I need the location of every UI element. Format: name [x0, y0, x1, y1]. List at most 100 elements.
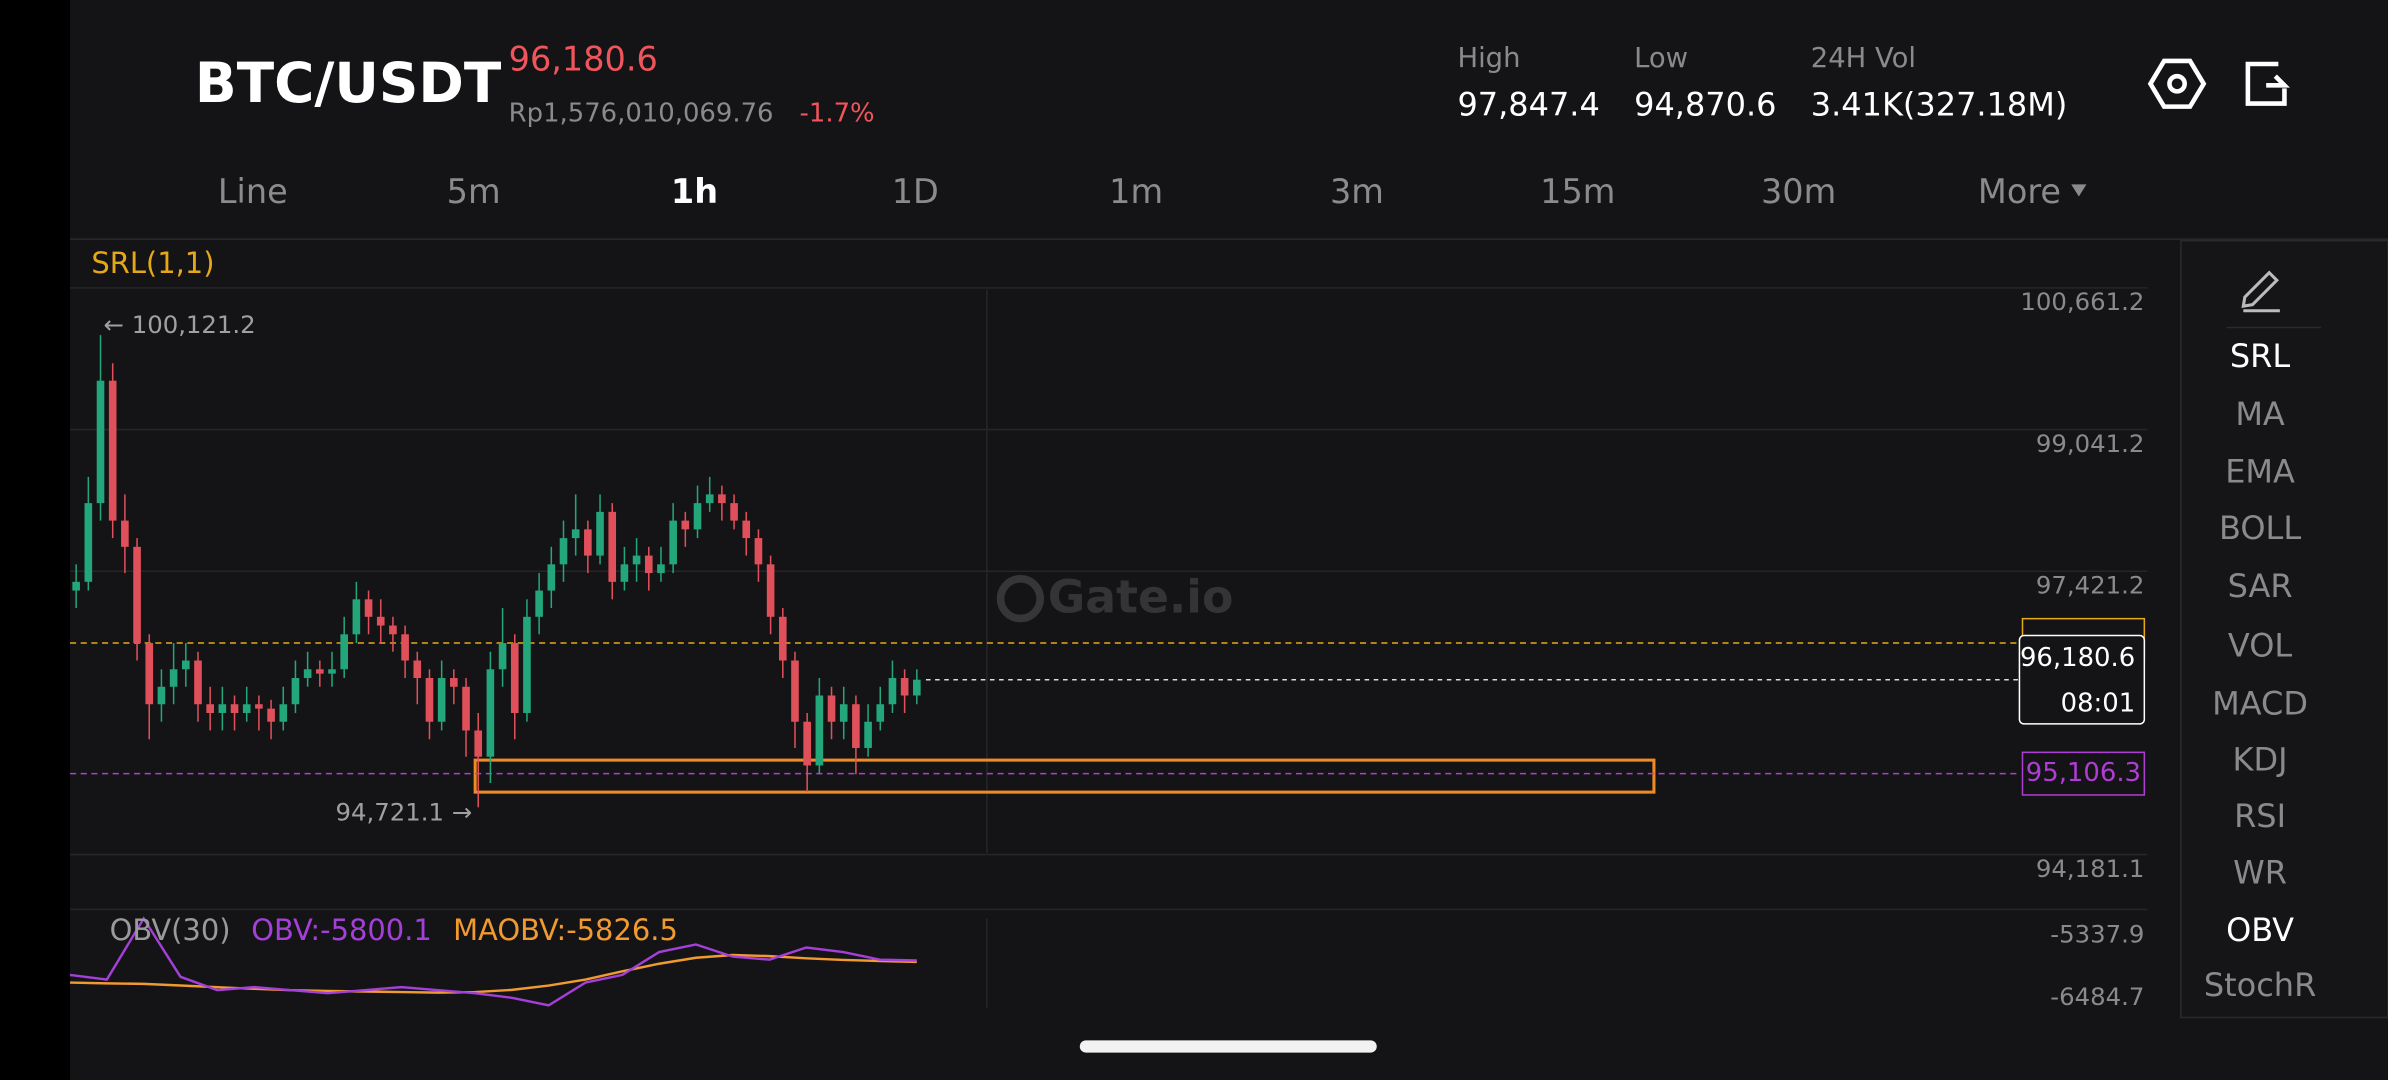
- candle-body: [169, 669, 178, 687]
- candle-body: [316, 669, 324, 674]
- change: -1.7%: [800, 99, 875, 129]
- candle-body: [584, 529, 592, 556]
- legend-entry: MAOBV:-5826.5: [453, 913, 678, 947]
- stat-value: 97,847.4: [1457, 86, 1599, 124]
- candle-body: [84, 503, 93, 582]
- candle-body: [364, 599, 373, 617]
- countdown: 08:01: [2061, 689, 2136, 719]
- timeframe-tab[interactable]: Line: [218, 172, 288, 211]
- candle-body: [413, 660, 422, 679]
- y-tick-label: -6484.7: [2050, 982, 2144, 1011]
- timeframe-tab[interactable]: 5m: [447, 172, 501, 211]
- candle-body: [535, 590, 543, 617]
- stat-value: 94,870.6: [1634, 86, 1776, 124]
- stat-value: 3.41K(327.18M): [1811, 86, 2068, 124]
- candle-body: [888, 678, 897, 705]
- candle-body: [425, 678, 434, 722]
- candle-body: [657, 564, 665, 574]
- current-price-box: [2018, 634, 2146, 725]
- timeframe-tab[interactable]: 15m: [1540, 172, 1615, 211]
- candle-body: [437, 678, 446, 722]
- candle-body: [778, 616, 787, 661]
- indicator-title: SRL(1,1): [91, 246, 214, 280]
- share-icon[interactable]: [2245, 61, 2290, 106]
- arrow: [2266, 74, 2290, 88]
- candle-body: [291, 678, 300, 705]
- candle-body: [145, 643, 154, 705]
- indicator-item[interactable]: StochR: [2204, 966, 2316, 1004]
- timeframe-tab[interactable]: 1h: [671, 172, 718, 211]
- indicator-item[interactable]: RSI: [2234, 797, 2286, 835]
- indicator-title: OBV(30): [110, 913, 231, 947]
- candle-body: [754, 538, 763, 565]
- high-annotation: ← 100,121.2: [104, 310, 256, 339]
- candle-body: [864, 721, 872, 748]
- legend-entry: OBV:-5800.1: [251, 913, 432, 947]
- candle-body: [206, 704, 214, 713]
- candle-body: [474, 730, 483, 757]
- candle-body: [157, 686, 166, 705]
- indicator-item[interactable]: MACD: [2212, 684, 2308, 722]
- candle-body: [815, 695, 824, 766]
- candle-body: [450, 678, 458, 687]
- indicator-item[interactable]: KDJ: [2233, 741, 2288, 779]
- candle-body: [279, 704, 288, 722]
- indicator-item[interactable]: OBV: [2226, 911, 2294, 949]
- stat-label: 24H Vol: [1811, 43, 1916, 74]
- candle-body: [632, 555, 641, 565]
- indicator-item[interactable]: MA: [2235, 395, 2285, 433]
- draw-tool-icon[interactable]: [2241, 270, 2280, 313]
- candle-body: [303, 669, 312, 679]
- candle-body: [559, 538, 568, 565]
- current-price-label: 96,180.6: [2020, 643, 2135, 673]
- pencil: [2241, 270, 2279, 309]
- indicator-item[interactable]: BOLL: [2219, 509, 2301, 547]
- home-indicator: [1079, 1040, 1377, 1053]
- candle-body: [462, 686, 470, 731]
- indicator-item[interactable]: VOL: [2228, 626, 2292, 664]
- watermark: Gate.io: [996, 571, 1233, 624]
- indicator-item[interactable]: EMA: [2225, 453, 2295, 491]
- candle-body: [389, 625, 397, 635]
- last-price: 96,180.6: [509, 39, 658, 78]
- candle-body: [498, 643, 507, 670]
- indicator-panel: [2180, 239, 2388, 1019]
- indicator-item[interactable]: SAR: [2228, 567, 2293, 605]
- candle-body: [376, 616, 385, 626]
- support-box: [2021, 751, 2146, 796]
- settings-icon[interactable]: [2147, 58, 2207, 109]
- candle-body: [352, 599, 361, 635]
- candle-body: [267, 708, 275, 722]
- candle-body: [876, 704, 885, 722]
- candle-body: [669, 520, 677, 565]
- candle-body: [523, 616, 531, 713]
- zone: [473, 758, 1656, 794]
- y-tick-label: 99,041.2: [2036, 429, 2144, 458]
- candle-body: [230, 704, 239, 713]
- timeframe-tab[interactable]: 1m: [1109, 172, 1163, 211]
- indicator-item[interactable]: SRL: [2230, 337, 2290, 375]
- candle-body: [827, 695, 836, 722]
- candle-body: [730, 503, 738, 521]
- candle-body: [913, 679, 921, 696]
- timeframe-tab[interactable]: 30m: [1761, 172, 1836, 211]
- circle: [2167, 73, 2187, 94]
- candle-body: [705, 494, 714, 504]
- candle-body: [255, 704, 263, 709]
- indicator-item[interactable]: WR: [2233, 853, 2287, 891]
- y-tick-label: 100,661.2: [2020, 287, 2144, 316]
- y-tick-label: -5337.9: [2050, 919, 2144, 948]
- candle-body: [108, 380, 117, 521]
- timeframe-tab[interactable]: 1D: [892, 172, 939, 211]
- candle-body: [547, 564, 556, 591]
- candle-body: [852, 704, 860, 748]
- low-annotation: 94,721.1 →: [335, 797, 472, 826]
- candle-body: [608, 511, 617, 582]
- candle-body: [681, 520, 690, 530]
- candle-body: [693, 503, 702, 530]
- timeframe-tab[interactable]: 3m: [1330, 172, 1384, 211]
- timeframe-tab[interactable]: More: [1978, 172, 2061, 211]
